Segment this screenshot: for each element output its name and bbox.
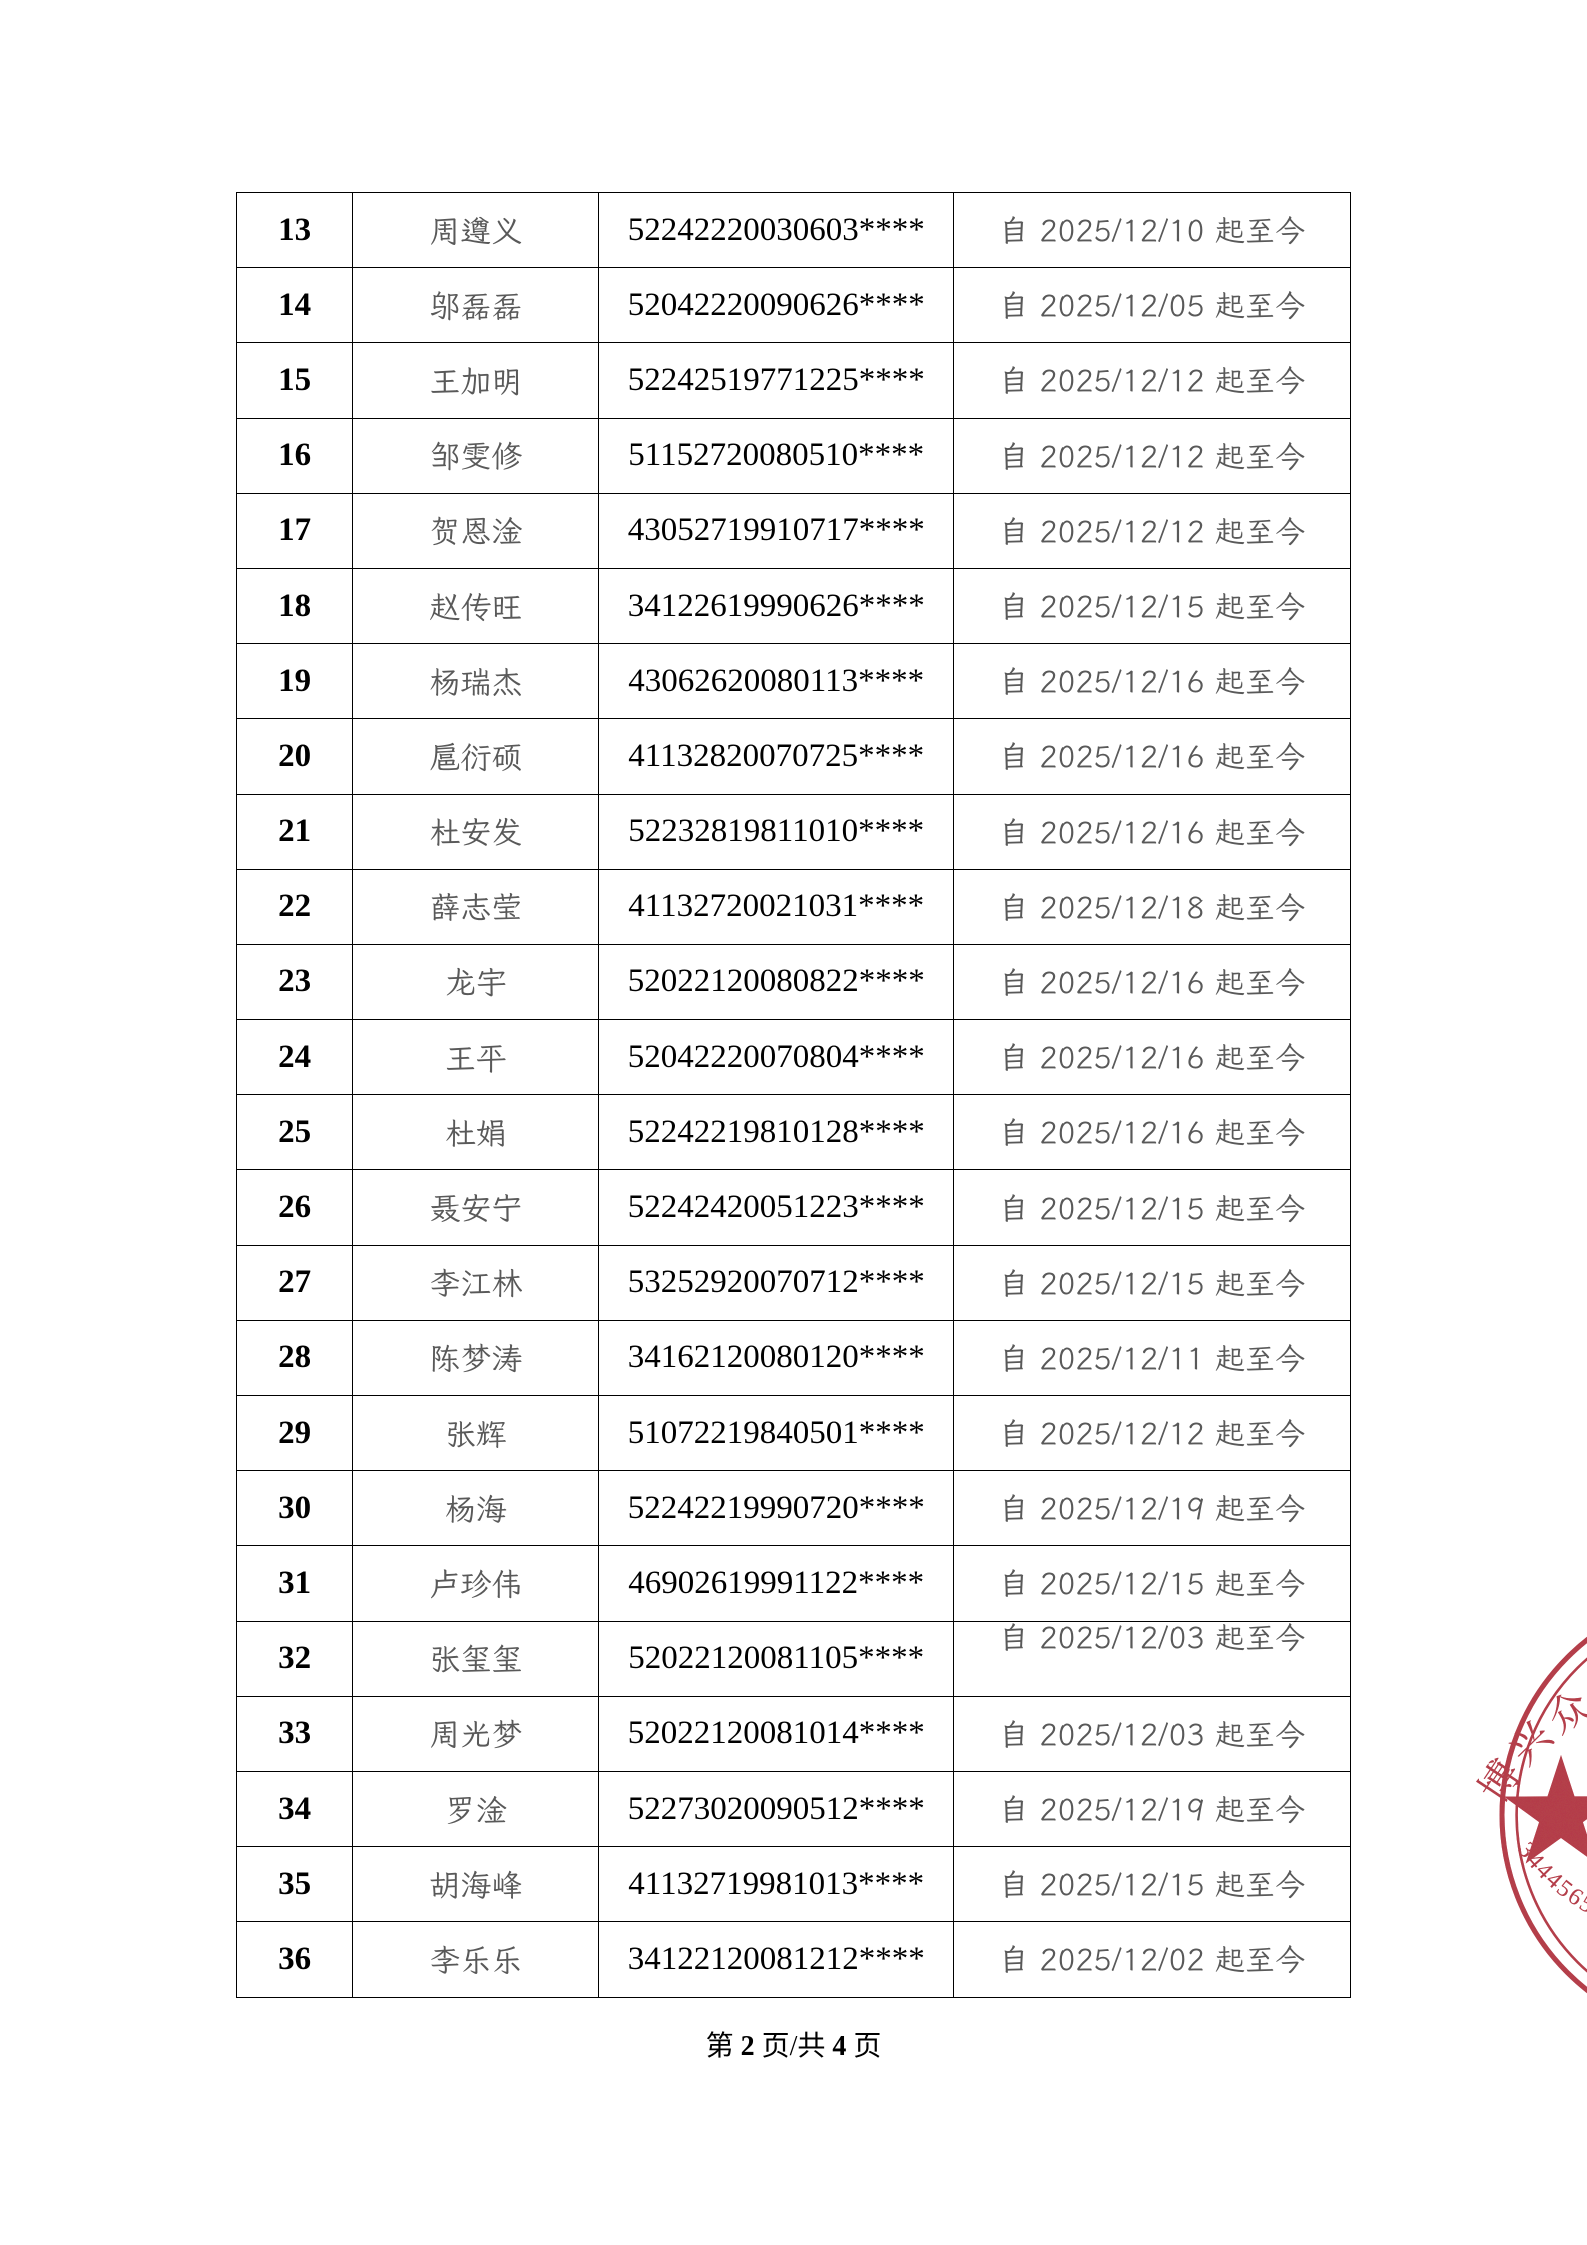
svg-text:3444565000017: 3444565000017 <box>1512 1838 1587 1947</box>
